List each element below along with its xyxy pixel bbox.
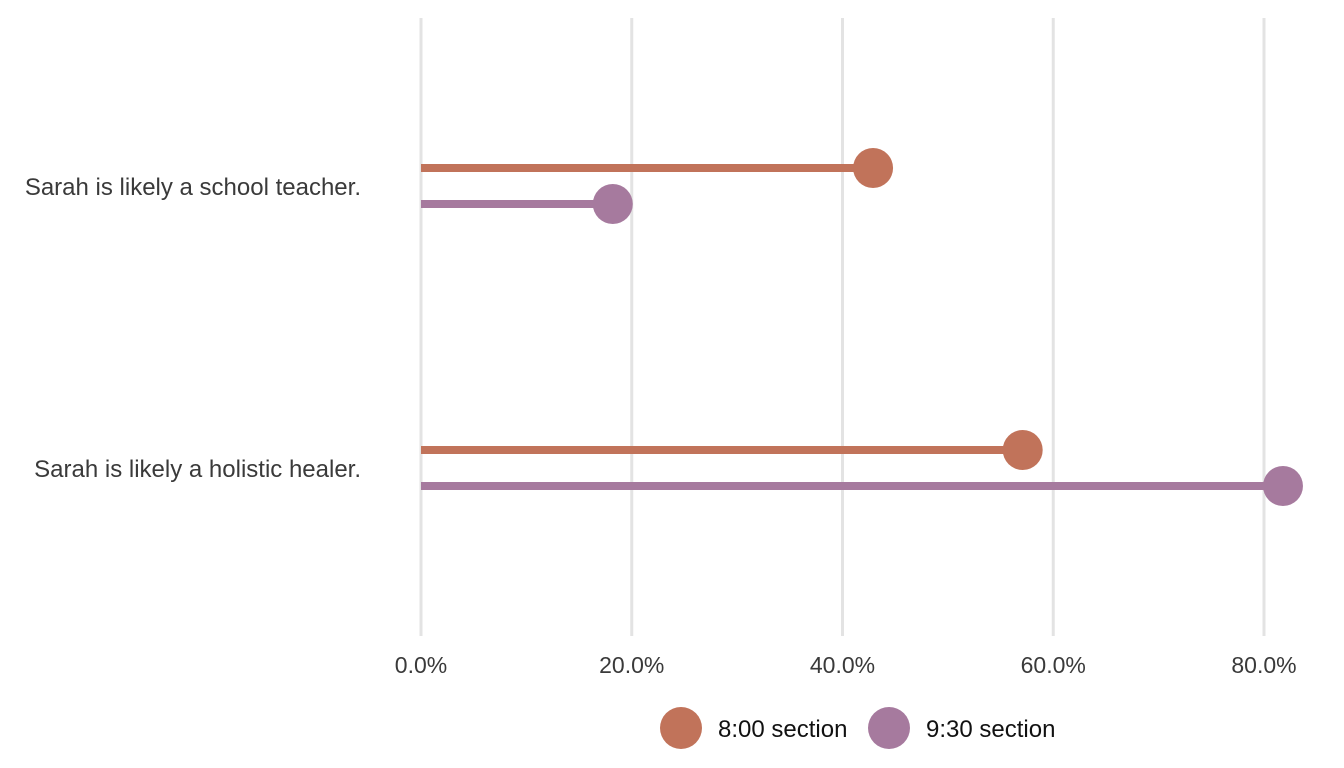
lollipop-point bbox=[592, 184, 633, 224]
grid bbox=[419, 18, 1266, 636]
x-tick-label: 40.0% bbox=[810, 652, 875, 678]
category-label: Sarah is likely a school teacher. bbox=[25, 174, 361, 201]
x-tick-label: 80.0% bbox=[1231, 652, 1296, 678]
category-label: Sarah is likely a holistic healer. bbox=[34, 456, 361, 483]
lollipop-point bbox=[1002, 430, 1043, 470]
legend-label: 9:30 section bbox=[926, 716, 1055, 743]
x-tick-label: 20.0% bbox=[599, 652, 664, 678]
x-tick-label: 0.0% bbox=[395, 652, 447, 678]
legend: 8:00 section 9:30 section bbox=[660, 707, 1055, 749]
lollipop-point bbox=[1262, 466, 1303, 506]
x-tick-label: 60.0% bbox=[1021, 652, 1086, 678]
legend-swatch bbox=[868, 707, 910, 749]
category-labels: Sarah is likely a school teacher. Sarah i… bbox=[25, 174, 361, 483]
x-axis-ticks: 0.0% 20.0% 40.0% 60.0% 80.0% bbox=[395, 652, 1297, 678]
lollipop-point bbox=[853, 148, 894, 188]
legend-label: 8:00 section bbox=[718, 716, 847, 743]
data-marks bbox=[421, 148, 1303, 506]
legend-swatch bbox=[660, 707, 702, 749]
